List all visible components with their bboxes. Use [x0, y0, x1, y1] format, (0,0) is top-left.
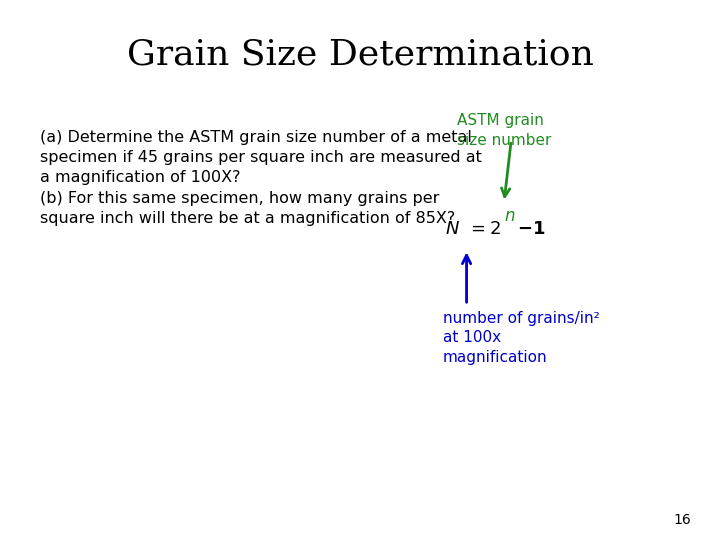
Text: $\mathbf{-1}$: $\mathbf{-1}$ — [517, 220, 545, 239]
Text: (a) Determine the ASTM grain size number of a metal
specimen if 45 grains per sq: (a) Determine the ASTM grain size number… — [40, 130, 482, 226]
Text: $= 2$: $= 2$ — [467, 220, 500, 239]
Text: Grain Size Determination: Grain Size Determination — [127, 38, 593, 72]
Text: number of grains/in²
at 100x
magnification: number of grains/in² at 100x magnificati… — [443, 310, 600, 365]
Text: ASTM grain
size number: ASTM grain size number — [457, 113, 552, 148]
Text: 16: 16 — [673, 512, 691, 526]
Text: $\mathit{N}$: $\mathit{N}$ — [445, 220, 460, 239]
Text: $\mathit{n}$: $\mathit{n}$ — [504, 207, 516, 225]
